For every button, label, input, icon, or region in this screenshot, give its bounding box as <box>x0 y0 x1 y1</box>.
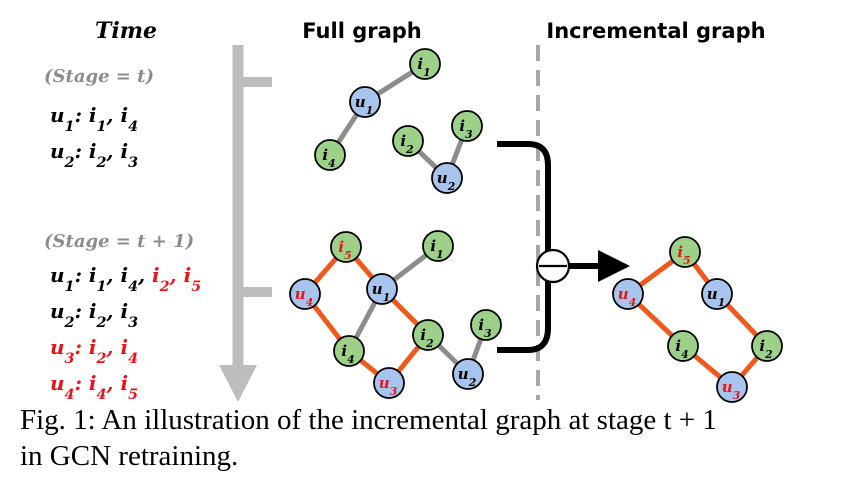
node-circle-i5 <box>669 236 701 268</box>
node-label-i3: i3 <box>478 316 492 340</box>
node-label-i2: i2 <box>759 337 773 361</box>
node-i2: i2 <box>392 125 424 157</box>
result-arrow-head <box>598 250 630 282</box>
node-i2: i2 <box>412 319 444 351</box>
node-label-i1: i1 <box>430 237 443 261</box>
node-circle-u2 <box>431 162 463 194</box>
figure-caption: Fig. 1: An illustration of the increment… <box>20 402 830 474</box>
node-label-u4: u4 <box>618 285 636 309</box>
node-i4: i4 <box>314 139 346 171</box>
interaction-row-u3: u3: i2, i4 <box>50 335 138 367</box>
node-u1: u1 <box>366 273 398 305</box>
stage-t-interactions: u1: i1, i4 u2: i2, i3 <box>50 103 138 171</box>
node-circle-i4 <box>314 139 346 171</box>
node-label-i4: i4 <box>675 337 688 361</box>
node-i1: i1 <box>422 230 454 262</box>
caption-line-1: Fig. 1: An illustration of the increment… <box>20 404 717 436</box>
node-u1: u1 <box>349 86 381 118</box>
node-i3: i3 <box>451 110 483 142</box>
node-label-i2: i2 <box>420 326 434 350</box>
node-label-u2: u2 <box>458 365 477 389</box>
node-circle-u1 <box>349 86 381 118</box>
time-arrow <box>219 45 272 402</box>
node-circle-i5 <box>330 231 362 263</box>
node-circle-i4 <box>667 330 699 362</box>
time-header: Time <box>95 18 157 44</box>
node-circle-u1 <box>366 273 398 305</box>
time-arrow-head <box>219 365 257 402</box>
subtraction-operator <box>497 141 630 353</box>
node-i5: i5 <box>669 236 701 268</box>
node-i3: i3 <box>470 309 502 341</box>
interaction-row-u4: u4: i4, i5 <box>50 371 138 403</box>
interaction-row-u1: u1: i1, i4 <box>50 103 138 135</box>
node-u2: u2 <box>452 358 484 390</box>
node-circle-i2 <box>751 330 783 362</box>
node-circle-i3 <box>470 309 502 341</box>
stage-t1-label: (Stage = t + 1) <box>44 231 194 252</box>
full-graph-header: Full graph <box>302 19 422 43</box>
node-u1: u1 <box>701 278 733 310</box>
node-label-u1: u1 <box>707 285 725 309</box>
incremental-graph: i5 u4 u1 i4 i2 u3 <box>612 236 783 403</box>
node-label-u1: u1 <box>372 280 390 304</box>
node-i5: i5 <box>330 231 362 263</box>
node-circle-u2 <box>452 358 484 390</box>
interaction-row-u1: u1: i1, i4, i2, i5 <box>50 263 201 295</box>
node-label-i4: i4 <box>322 146 335 170</box>
node-label-i5: i5 <box>338 238 351 262</box>
node-label-u3: u3 <box>722 378 741 402</box>
node-label-i5: i5 <box>677 243 690 267</box>
node-circle-u4 <box>289 278 321 310</box>
full-graph-stage-t: i1 u1 i4 i2 i3 u2 <box>314 48 483 194</box>
node-label-u2: u2 <box>437 169 456 193</box>
stage-t1-interactions: u1: i1, i4, i2, i5 u2: i2, i3 u3: i2, i4 u4… <box>50 263 201 403</box>
node-i2: i2 <box>751 330 783 362</box>
interaction-row-u2: u2: i2, i3 <box>50 139 138 171</box>
node-circle-u4 <box>612 278 644 310</box>
node-u4: u4 <box>612 278 644 310</box>
node-u4: u4 <box>289 278 321 310</box>
node-i4: i4 <box>333 335 365 367</box>
node-circle-i2 <box>392 125 424 157</box>
node-label-u1: u1 <box>355 93 373 117</box>
node-circle-i4 <box>333 335 365 367</box>
node-circle-u3 <box>373 367 405 399</box>
node-u3: u3 <box>373 367 405 399</box>
node-circle-u1 <box>701 278 733 310</box>
node-u3: u3 <box>716 371 748 403</box>
node-label-i4: i4 <box>341 342 354 366</box>
interaction-row-u2: u2: i2, i3 <box>50 299 138 331</box>
incremental-graph-header: Incremental graph <box>546 19 765 43</box>
node-label-u4: u4 <box>295 285 313 309</box>
stage-t-label: (Stage = t) <box>44 66 154 87</box>
node-label-i3: i3 <box>459 117 473 141</box>
node-circle-i3 <box>451 110 483 142</box>
node-label-i2: i2 <box>400 132 414 156</box>
full-graph-stage-t1: i5 i1 u4 u1 i2 i3 i4 u3 u2 <box>289 230 502 399</box>
node-label-u3: u3 <box>379 374 398 398</box>
node-i4: i4 <box>667 330 699 362</box>
node-label-i1: i1 <box>417 55 430 79</box>
node-i1: i1 <box>409 48 441 80</box>
node-circle-i1 <box>422 230 454 262</box>
caption-line-2: in GCN retraining. <box>20 440 239 472</box>
subtraction-bracket <box>497 141 551 353</box>
node-circle-u3 <box>716 371 748 403</box>
node-u2: u2 <box>431 162 463 194</box>
node-circle-i1 <box>409 48 441 80</box>
node-circle-i2 <box>412 319 444 351</box>
